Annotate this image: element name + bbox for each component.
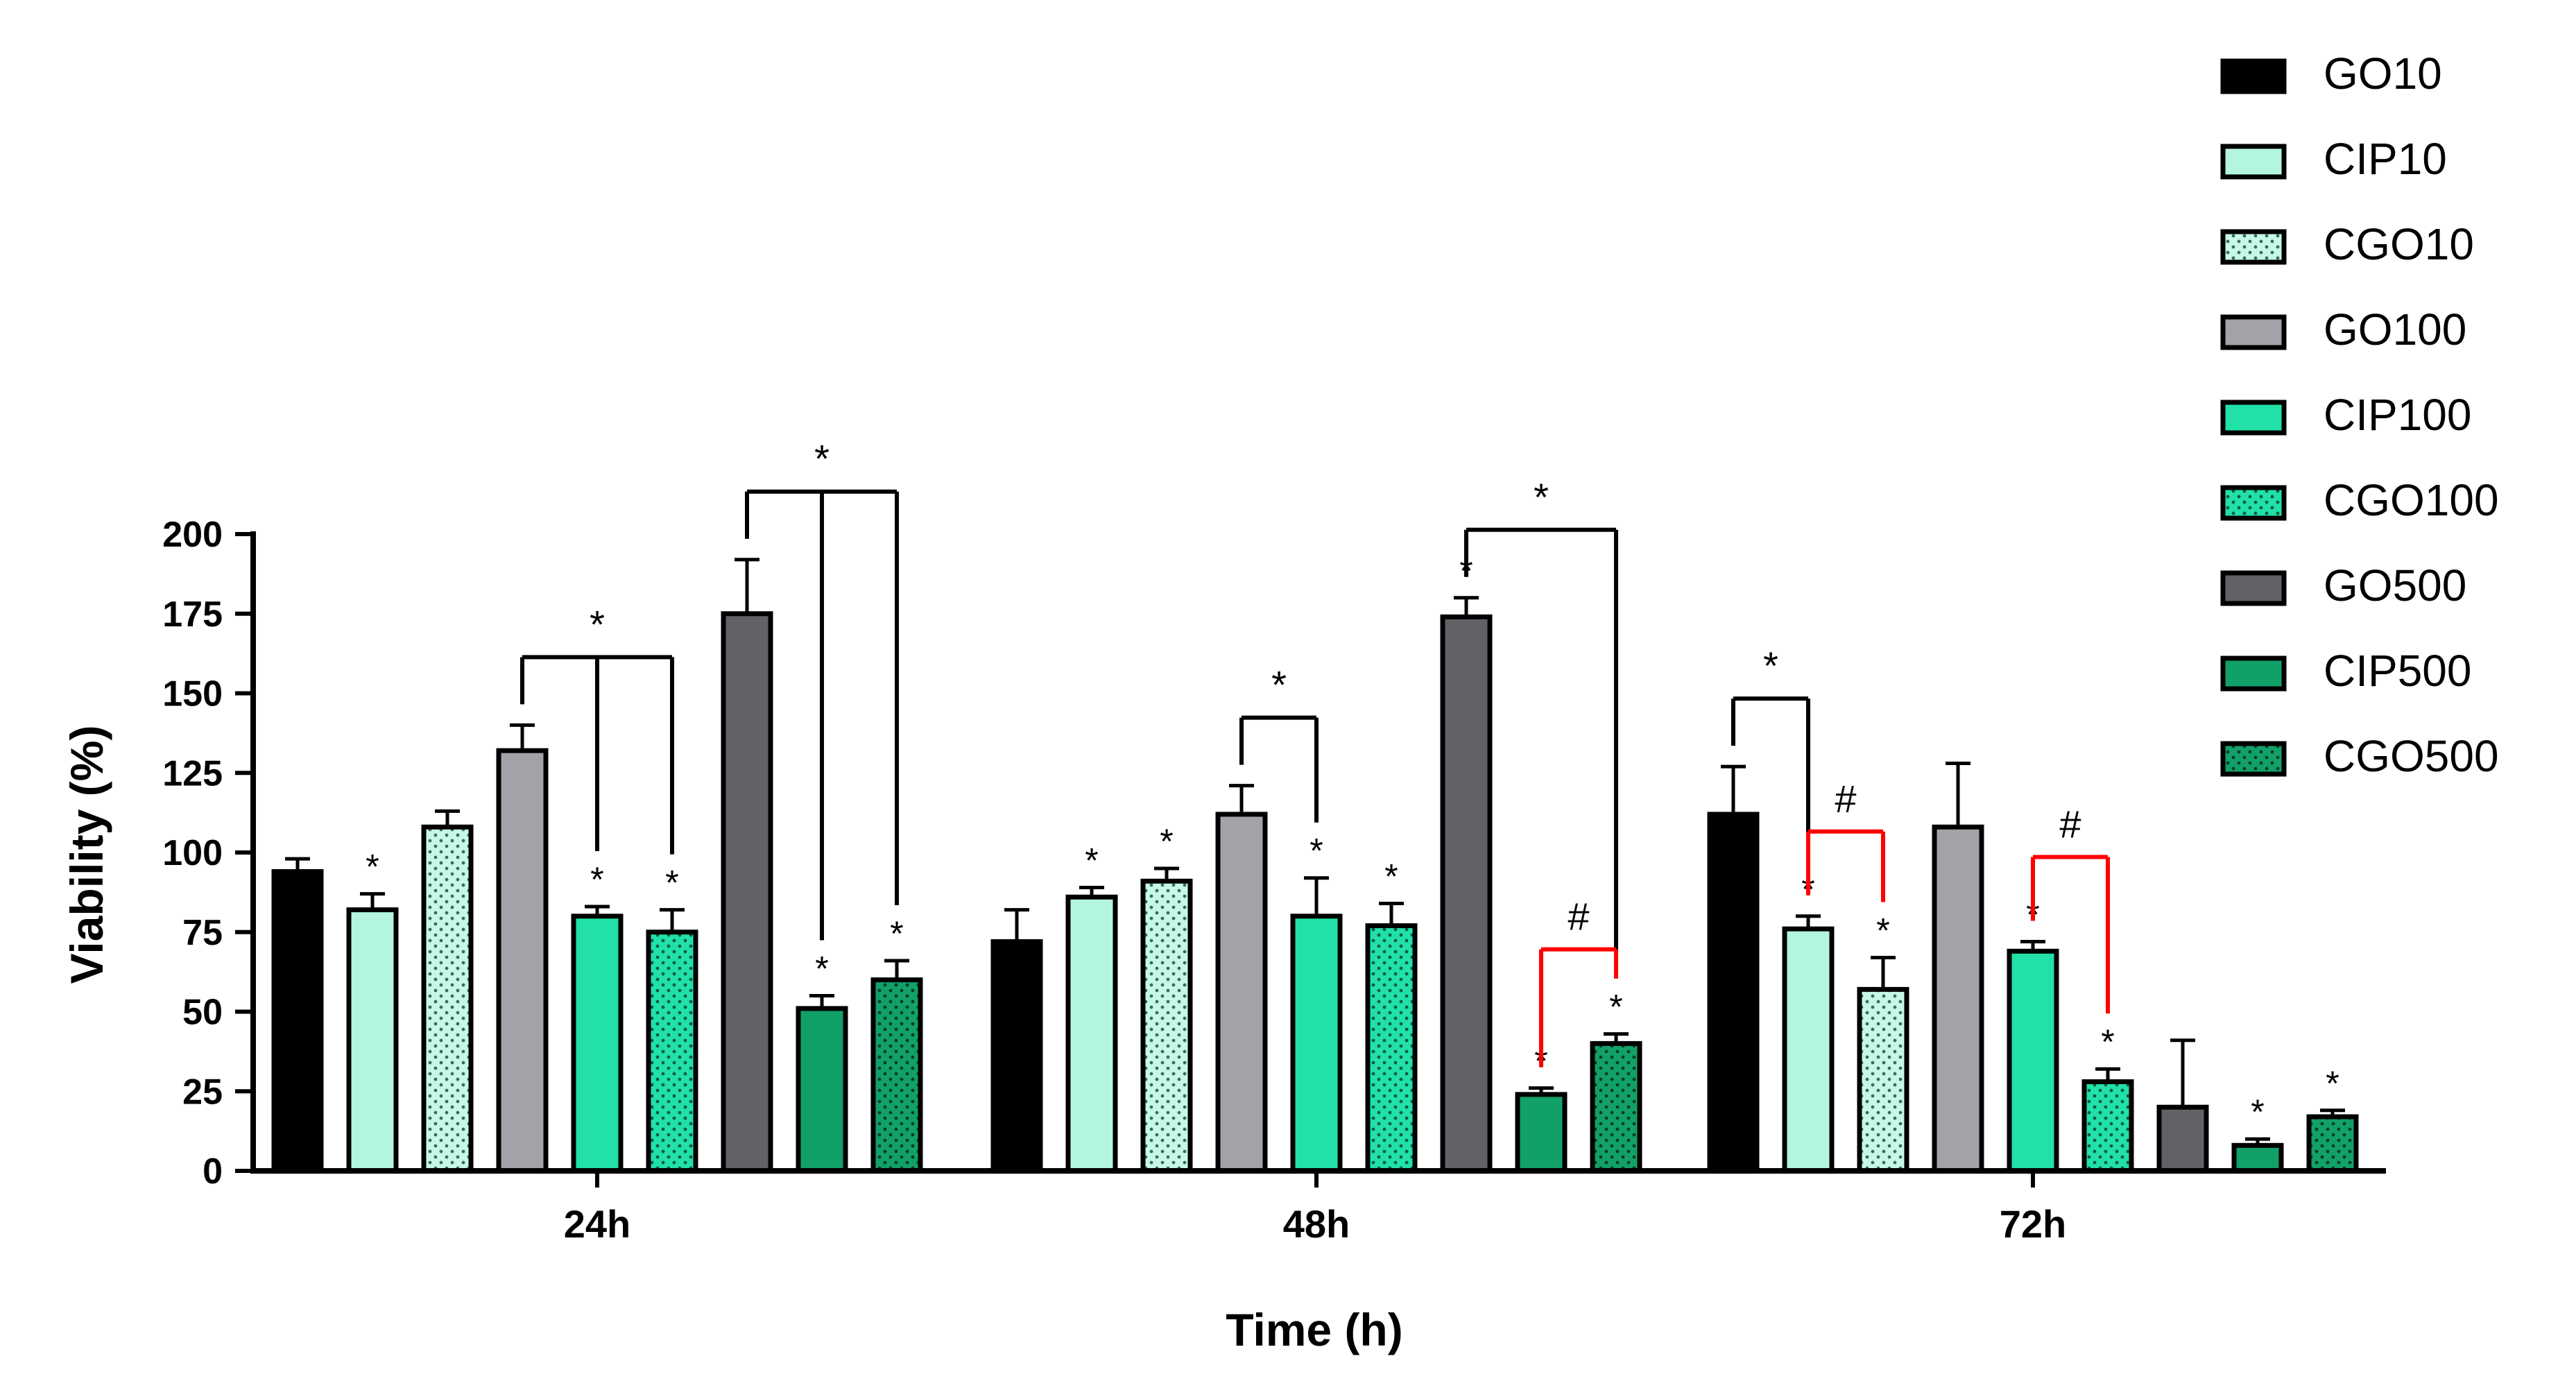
bar-cip500-24h <box>796 1006 848 1174</box>
bracket-label-3: * <box>1534 475 1549 519</box>
significance-star-cgo10-48h: * <box>1160 822 1173 861</box>
bar-cgo100-24h <box>646 929 698 1174</box>
legend-swatch-go10 <box>2220 58 2287 94</box>
bar-go500-48h <box>1440 614 1493 1174</box>
bracket-label-2: * <box>1271 663 1287 707</box>
bar-cip100-24h <box>571 914 624 1174</box>
y-tick-label-25: 25 <box>182 1072 223 1112</box>
significance-star-cip100-48h: * <box>1310 832 1323 871</box>
significance-star-cgo500-72h: * <box>2326 1064 2339 1103</box>
legend-label-cip10: CIP10 <box>2324 134 2447 184</box>
bar-cgo100-72h <box>2081 1079 2134 1174</box>
legend-swatch-cip500 <box>2220 655 2287 692</box>
bar-cgo500-72h <box>2306 1114 2359 1174</box>
y-axis-title: Viability (%) <box>61 726 112 984</box>
bracket-0-go100-24h: * <box>520 602 674 855</box>
legend-label-cgo500: CGO500 <box>2324 731 2499 781</box>
bracket-label-0: * <box>590 602 605 646</box>
bracket-7-cip100-72h: # <box>2031 803 2110 1014</box>
y-tick-label-50: 50 <box>182 993 223 1033</box>
bar-go10-48h <box>990 939 1043 1174</box>
legend-swatch-cgo10 <box>2220 229 2287 265</box>
bars-layer <box>271 558 2359 1174</box>
legend-swatch-go500 <box>2220 570 2287 606</box>
bracket-1-go500-24h: * <box>745 437 899 941</box>
bracket-label-5: * <box>1763 644 1778 687</box>
bar-cip500-72h <box>2231 1142 2284 1174</box>
legend-swatch-go100 <box>2220 314 2287 350</box>
significance-star-cgo100-48h: * <box>1384 857 1398 895</box>
significance-star-cgo100-72h: * <box>2101 1022 2114 1061</box>
y-tick-label-100: 100 <box>162 833 223 873</box>
bar-go500-72h <box>2156 1104 2209 1174</box>
legend-label-cgo100: CGO100 <box>2324 475 2499 525</box>
y-tick-label-0: 0 <box>203 1151 223 1192</box>
bar-cip10-24h <box>346 907 399 1174</box>
bar-cip10-72h <box>1782 926 1835 1174</box>
bar-cgo10-48h <box>1140 878 1193 1174</box>
legend-swatch-cip10 <box>2220 144 2287 180</box>
legend-label-cip500: CIP500 <box>2324 646 2471 696</box>
bar-cgo10-72h <box>1857 986 1909 1174</box>
bracket-label-4: # <box>1568 895 1589 939</box>
bar-go100-48h <box>1215 812 1268 1174</box>
significance-star-cip10-48h: * <box>1085 841 1098 880</box>
bar-go500-24h <box>721 611 773 1174</box>
bracket-label-6: # <box>1835 777 1856 821</box>
bracket-label-7: # <box>2059 803 2081 846</box>
bar-go10-24h <box>271 869 324 1174</box>
bracket-3-go500-48h: * <box>1464 475 1618 979</box>
y-tick-label-125: 125 <box>162 753 223 794</box>
bar-cgo100-48h <box>1365 923 1418 1174</box>
significance-star-cip500-24h: * <box>815 950 828 988</box>
legend-label-cgo10: CGO10 <box>2324 219 2474 269</box>
bar-cgo10-24h <box>421 824 474 1174</box>
significance-star-cip10-24h: * <box>366 848 379 886</box>
bar-cgo500-48h <box>1590 1040 1642 1174</box>
legend-label-go10: GO10 <box>2324 49 2442 98</box>
legend: GO10 CIP10 CGO10 GO100 CIP100 CGO100 GO500 CIP5… <box>2220 49 2499 781</box>
annotations-layer: **********************#*## <box>366 437 2339 1131</box>
bar-cip500-48h <box>1515 1092 1568 1174</box>
bracket-6-cip10-72h: # <box>1806 777 1885 902</box>
significance-star-cip100-24h: * <box>590 860 603 899</box>
legend-swatch-cgo500 <box>2220 741 2287 777</box>
significance-star-cip500-72h: * <box>2251 1092 2264 1131</box>
legend-label-cip100: CIP100 <box>2324 390 2471 440</box>
y-tick-label-200: 200 <box>162 515 223 555</box>
legend-swatch-cip100 <box>2220 400 2287 436</box>
x-tick-label-24h: 24h <box>564 1202 631 1246</box>
bracket-2-go100-48h: * <box>1239 663 1319 823</box>
x-tick-label-72h: 72h <box>2000 1202 2067 1246</box>
legend-label-go100: GO100 <box>2324 305 2466 354</box>
significance-star-cgo100-24h: * <box>665 864 678 902</box>
bar-cip100-72h <box>2007 948 2059 1174</box>
legend-swatch-cgo100 <box>2220 485 2287 521</box>
significance-star-cgo10-72h: * <box>1876 911 1889 950</box>
legend-label-go500: GO500 <box>2324 560 2466 610</box>
bar-cgo500-24h <box>870 977 923 1174</box>
bar-go10-72h <box>1707 812 1760 1174</box>
y-tick-label-175: 175 <box>162 594 223 635</box>
y-tick-label-150: 150 <box>162 674 223 714</box>
bar-cip10-48h <box>1065 894 1118 1174</box>
bar-go100-24h <box>496 748 549 1174</box>
bracket-label-1: * <box>814 437 830 481</box>
bar-go100-72h <box>1932 824 1984 1174</box>
bar-cip100-48h <box>1290 914 1343 1174</box>
x-tick-label-48h: 48h <box>1283 1202 1350 1246</box>
significance-star-cgo500-48h: * <box>1609 988 1622 1027</box>
x-axis-title: Time (h) <box>1226 1304 1402 1355</box>
bracket-4-cip500-48h: # <box>1539 895 1618 1068</box>
significance-star-cgo500-24h: * <box>890 914 903 953</box>
axes-layer: 0 25 50 75 100 125 150 175 200 24h 48h 72h Time (h) V… <box>61 515 2386 1355</box>
y-tick-label-75: 75 <box>182 913 223 953</box>
